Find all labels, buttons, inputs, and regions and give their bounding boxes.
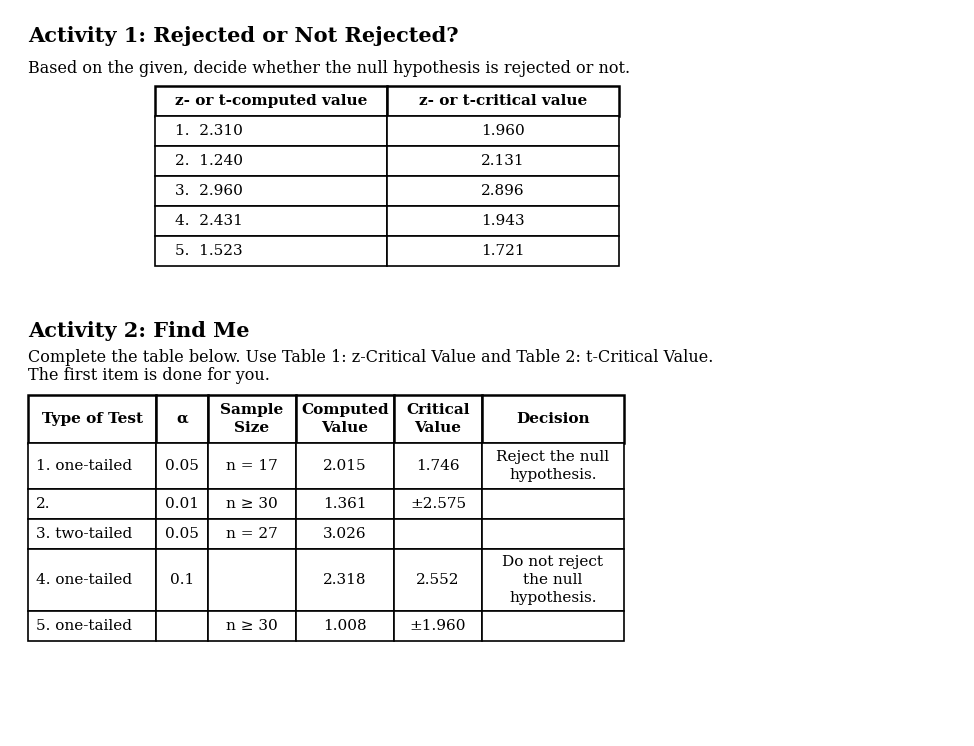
Text: 2.318: 2.318 bbox=[323, 573, 367, 587]
Bar bbox=[387, 146, 619, 176]
Bar bbox=[482, 443, 624, 489]
Bar bbox=[156, 611, 208, 641]
Bar bbox=[155, 86, 387, 116]
Text: 0.05: 0.05 bbox=[165, 527, 199, 541]
Bar bbox=[482, 519, 624, 549]
Bar bbox=[208, 395, 296, 443]
Text: Do not reject
the null
hypothesis.: Do not reject the null hypothesis. bbox=[503, 554, 604, 606]
Text: 4. one-tailed: 4. one-tailed bbox=[36, 573, 132, 587]
Bar bbox=[296, 489, 394, 519]
Bar bbox=[155, 236, 387, 266]
Bar bbox=[387, 116, 619, 146]
Bar bbox=[155, 206, 387, 236]
Text: n = 17: n = 17 bbox=[226, 459, 278, 473]
Text: z- or t-critical value: z- or t-critical value bbox=[419, 94, 587, 108]
Bar bbox=[387, 86, 619, 116]
Text: Critical
Value: Critical Value bbox=[406, 403, 469, 435]
Text: n ≥ 30: n ≥ 30 bbox=[226, 619, 278, 633]
Text: 1.361: 1.361 bbox=[323, 497, 367, 511]
Text: 2.131: 2.131 bbox=[481, 154, 525, 168]
Bar bbox=[387, 236, 619, 266]
Bar bbox=[208, 549, 296, 611]
Text: α: α bbox=[176, 412, 188, 426]
Text: Computed
Value: Computed Value bbox=[301, 403, 389, 435]
Text: 2.015: 2.015 bbox=[323, 459, 367, 473]
Text: Activity 1: Rejected or Not Rejected?: Activity 1: Rejected or Not Rejected? bbox=[28, 26, 459, 46]
Text: Reject the null
hypothesis.: Reject the null hypothesis. bbox=[497, 450, 610, 482]
Bar bbox=[28, 443, 156, 489]
Bar bbox=[394, 611, 482, 641]
Bar bbox=[394, 443, 482, 489]
Bar bbox=[208, 519, 296, 549]
Bar bbox=[394, 519, 482, 549]
Bar bbox=[208, 443, 296, 489]
Text: 0.1: 0.1 bbox=[169, 573, 194, 587]
Bar bbox=[296, 549, 394, 611]
Text: ±1.960: ±1.960 bbox=[410, 619, 467, 633]
Bar bbox=[296, 611, 394, 641]
Bar bbox=[296, 395, 394, 443]
Text: 5. one-tailed: 5. one-tailed bbox=[36, 619, 132, 633]
Bar bbox=[155, 116, 387, 146]
Text: Complete the table below. Use Table 1: z-Critical Value and Table 2: t-Critical : Complete the table below. Use Table 1: z… bbox=[28, 349, 713, 366]
Bar bbox=[482, 395, 624, 443]
Text: ±2.575: ±2.575 bbox=[410, 497, 467, 511]
Text: 2.896: 2.896 bbox=[481, 184, 525, 198]
Bar bbox=[387, 206, 619, 236]
Bar bbox=[156, 395, 208, 443]
Text: z- or t-computed value: z- or t-computed value bbox=[174, 94, 367, 108]
Bar bbox=[296, 443, 394, 489]
Text: 3.  2.960: 3. 2.960 bbox=[175, 184, 243, 198]
Bar bbox=[394, 489, 482, 519]
Text: 2.: 2. bbox=[36, 497, 51, 511]
Text: n = 27: n = 27 bbox=[226, 527, 278, 541]
Text: Based on the given, decide whether the null hypothesis is rejected or not.: Based on the given, decide whether the n… bbox=[28, 60, 630, 77]
Bar bbox=[482, 549, 624, 611]
Bar bbox=[155, 146, 387, 176]
Bar bbox=[394, 395, 482, 443]
Bar bbox=[28, 395, 156, 443]
Bar bbox=[208, 489, 296, 519]
Text: 1.721: 1.721 bbox=[481, 244, 525, 258]
Text: 1.008: 1.008 bbox=[323, 619, 367, 633]
Text: 2.  1.240: 2. 1.240 bbox=[175, 154, 243, 168]
Bar bbox=[296, 519, 394, 549]
Bar bbox=[208, 611, 296, 641]
Bar bbox=[28, 519, 156, 549]
Text: Decision: Decision bbox=[516, 412, 590, 426]
Text: Type of Test: Type of Test bbox=[42, 412, 142, 426]
Text: 0.05: 0.05 bbox=[165, 459, 199, 473]
Bar bbox=[387, 176, 619, 206]
Bar bbox=[28, 489, 156, 519]
Bar bbox=[156, 489, 208, 519]
Text: 1. one-tailed: 1. one-tailed bbox=[36, 459, 132, 473]
Bar bbox=[28, 549, 156, 611]
Text: n ≥ 30: n ≥ 30 bbox=[226, 497, 278, 511]
Text: 4.  2.431: 4. 2.431 bbox=[175, 214, 243, 228]
Text: 1.  2.310: 1. 2.310 bbox=[175, 124, 243, 138]
Text: 5.  1.523: 5. 1.523 bbox=[175, 244, 243, 258]
Text: The first item is done for you.: The first item is done for you. bbox=[28, 367, 270, 384]
Bar bbox=[155, 176, 387, 206]
Text: 0.01: 0.01 bbox=[165, 497, 199, 511]
Bar bbox=[156, 519, 208, 549]
Bar bbox=[394, 549, 482, 611]
Text: 1.960: 1.960 bbox=[481, 124, 525, 138]
Text: 1.943: 1.943 bbox=[481, 214, 525, 228]
Bar bbox=[156, 443, 208, 489]
Text: 2.552: 2.552 bbox=[416, 573, 460, 587]
Text: 3.026: 3.026 bbox=[323, 527, 367, 541]
Bar bbox=[482, 489, 624, 519]
Bar bbox=[156, 549, 208, 611]
Text: 1.746: 1.746 bbox=[416, 459, 460, 473]
Bar bbox=[28, 611, 156, 641]
Text: Activity 2: Find Me: Activity 2: Find Me bbox=[28, 321, 249, 341]
Bar bbox=[482, 611, 624, 641]
Text: Sample
Size: Sample Size bbox=[220, 403, 283, 435]
Text: 3. two-tailed: 3. two-tailed bbox=[36, 527, 132, 541]
